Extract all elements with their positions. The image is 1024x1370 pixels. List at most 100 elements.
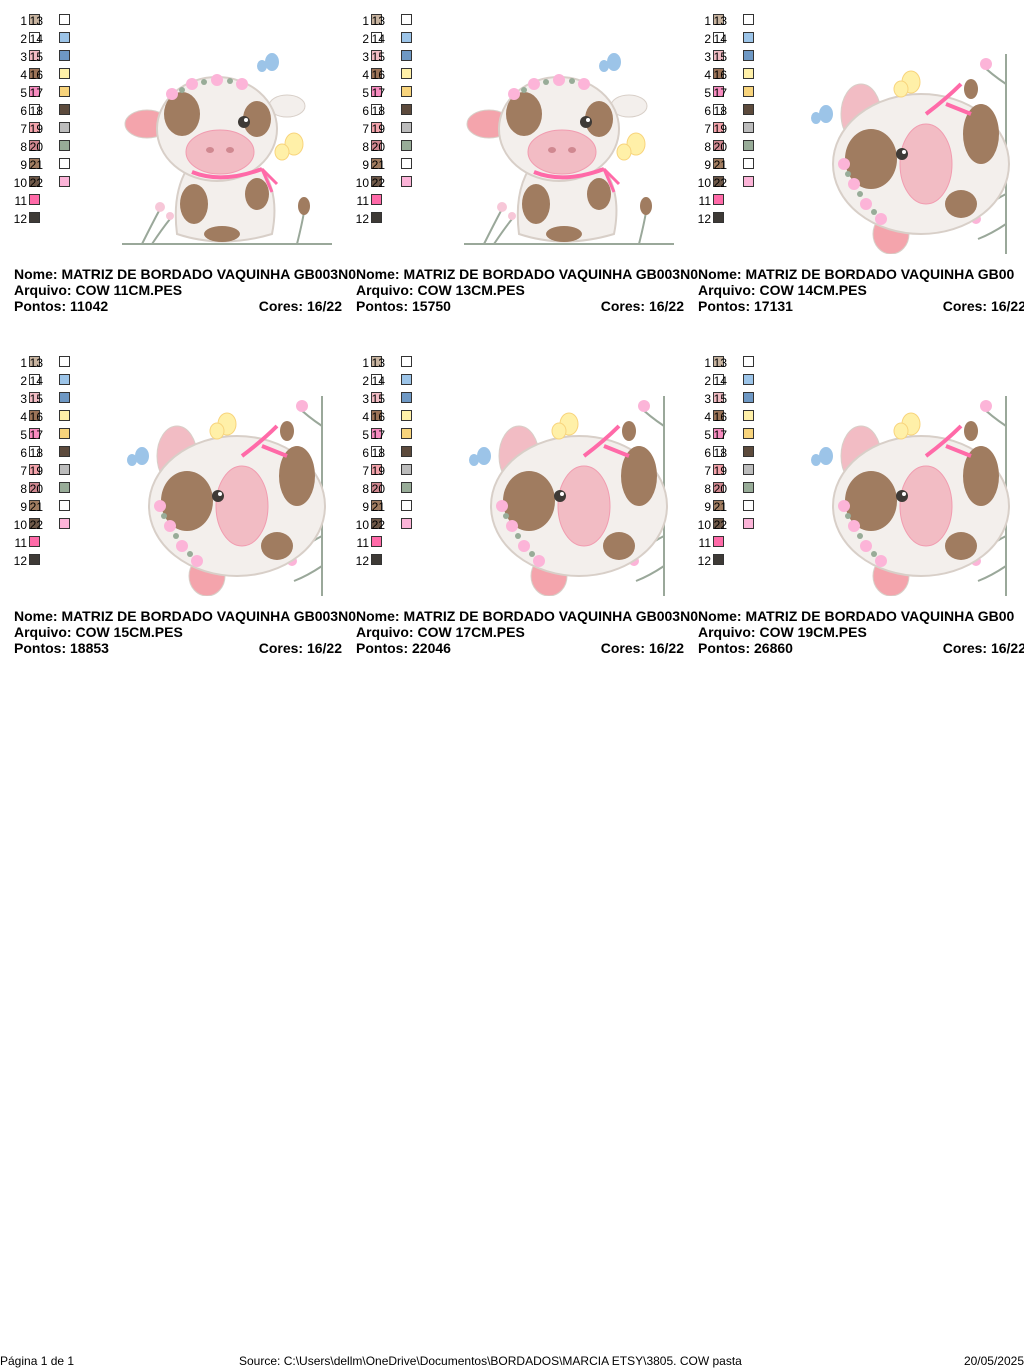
thread-swatch	[371, 32, 382, 43]
thread-swatch	[401, 428, 412, 439]
thread-number: 3	[704, 392, 711, 406]
thread-number: 20	[713, 140, 727, 154]
thread-number: 15	[371, 392, 385, 406]
thread-swatch	[371, 428, 382, 439]
thread-swatch	[59, 464, 70, 475]
thread-number: 2	[704, 374, 711, 388]
palette-row: 10 22	[698, 176, 778, 194]
thread-number: 11	[356, 194, 369, 208]
thread-swatch	[371, 410, 382, 421]
thread-number: 15	[713, 392, 727, 406]
thread-number: 17	[29, 428, 43, 442]
thread-swatch	[401, 392, 412, 403]
thread-swatch	[713, 104, 724, 115]
thread-number: 5	[20, 86, 27, 100]
thread-number: 4	[20, 410, 27, 424]
colors-label: Cores:	[600, 640, 646, 656]
points-label: Pontos:	[698, 298, 751, 314]
file-line: Arquivo: COW 11CM.PES	[14, 282, 356, 298]
thread-swatch	[713, 464, 724, 475]
points-value: 15750	[412, 298, 451, 314]
thread-number: 5	[362, 428, 369, 442]
palette-row: 11	[14, 194, 94, 212]
thread-swatch	[713, 212, 724, 223]
thread-number: 18	[371, 104, 385, 118]
colors-label: Cores:	[258, 298, 304, 314]
thread-swatch	[29, 554, 40, 565]
file-name: COW 19CM.PES	[759, 624, 867, 640]
design-name: MATRIZ DE BORDADO VAQUINHA GB00	[745, 608, 1015, 624]
thread-number: 18	[713, 446, 727, 460]
thread-number: 17	[713, 86, 727, 100]
thread-swatch	[401, 140, 412, 151]
palette-row: 4 16	[698, 410, 778, 428]
palette-row: 12	[698, 554, 778, 572]
thread-number: 13	[371, 14, 385, 28]
design-name: MATRIZ DE BORDADO VAQUINHA GB003N0X20	[403, 608, 698, 624]
design-card: 1 13 2 14 3 15 4 16 5 17 6 18 7 19 8 20 9 21 10 22 11 12 Nome…	[356, 356, 698, 656]
points-label: Pontos:	[14, 298, 67, 314]
thread-swatch	[371, 68, 382, 79]
thread-number: 6	[20, 446, 27, 460]
thread-number: 21	[713, 500, 727, 514]
palette-row: 2 14	[356, 32, 436, 50]
thread-number: 1	[20, 356, 27, 370]
colors-label: Cores:	[942, 298, 988, 314]
thread-swatch	[29, 428, 40, 439]
palette-row: 1 13	[698, 14, 778, 32]
file-line: Arquivo: COW 15CM.PES	[14, 624, 356, 640]
thread-swatch	[59, 176, 70, 187]
thread-swatch	[713, 446, 724, 457]
palette-row: 3 15	[356, 50, 436, 68]
thread-number: 8	[20, 482, 27, 496]
thread-number: 22	[371, 518, 385, 532]
thread-number: 4	[362, 68, 369, 82]
design-card: 1 13 2 14 3 15 4 16 5 17 6 18 7 19 8 20 9 21 10 22 11 12 Nome…	[698, 356, 1024, 656]
thread-swatch	[401, 104, 412, 115]
thread-number: 12	[698, 554, 711, 568]
design-name: MATRIZ DE BORDADO VAQUINHA GB003N0X20	[61, 608, 356, 624]
thread-number: 15	[371, 50, 385, 64]
page-number: Página 1 de 1	[0, 1354, 75, 1368]
file-name: COW 14CM.PES	[759, 282, 867, 298]
thread-number: 14	[713, 32, 727, 46]
file-label: Arquivo:	[356, 282, 414, 298]
thread-number: 7	[362, 464, 369, 478]
thread-swatch	[713, 14, 724, 25]
palette-row: 2 14	[14, 32, 94, 50]
thread-number: 1	[362, 14, 369, 28]
thread-swatch	[371, 86, 382, 97]
thread-swatch	[713, 32, 724, 43]
design-card: 1 13 2 14 3 15 4 16 5 17 6 18 7 19 8 20 9 21 10 22 11 12 Nome…	[14, 356, 356, 656]
thread-swatch	[371, 446, 382, 457]
thread-swatch	[401, 374, 412, 385]
thread-number: 8	[704, 482, 711, 496]
thread-swatch	[401, 500, 412, 511]
thread-swatch	[59, 482, 70, 493]
colors-value: 16/22	[648, 640, 684, 656]
thread-swatch	[713, 410, 724, 421]
thread-number: 7	[704, 464, 711, 478]
points-label: Pontos:	[356, 640, 409, 656]
thread-swatch	[59, 374, 70, 385]
file-name: COW 13CM.PES	[417, 282, 525, 298]
thread-number: 14	[29, 374, 43, 388]
thread-number: 18	[713, 104, 727, 118]
thread-swatch	[59, 500, 70, 511]
palette-row: 6 18	[698, 104, 778, 122]
points-value: 22046	[412, 640, 451, 656]
thread-swatch	[371, 392, 382, 403]
thread-swatch	[29, 50, 40, 61]
palette-row: 1 13	[14, 14, 94, 32]
thread-number: 22	[371, 176, 385, 190]
thread-swatch	[743, 68, 754, 79]
thread-number: 4	[20, 68, 27, 82]
thread-swatch	[743, 140, 754, 151]
name-label: Nome:	[356, 608, 400, 624]
thread-swatch	[713, 554, 724, 565]
thread-number: 4	[362, 410, 369, 424]
thread-swatch	[371, 482, 382, 493]
thread-swatch	[713, 122, 724, 133]
thread-number: 10	[356, 518, 369, 532]
thread-number: 21	[29, 500, 43, 514]
